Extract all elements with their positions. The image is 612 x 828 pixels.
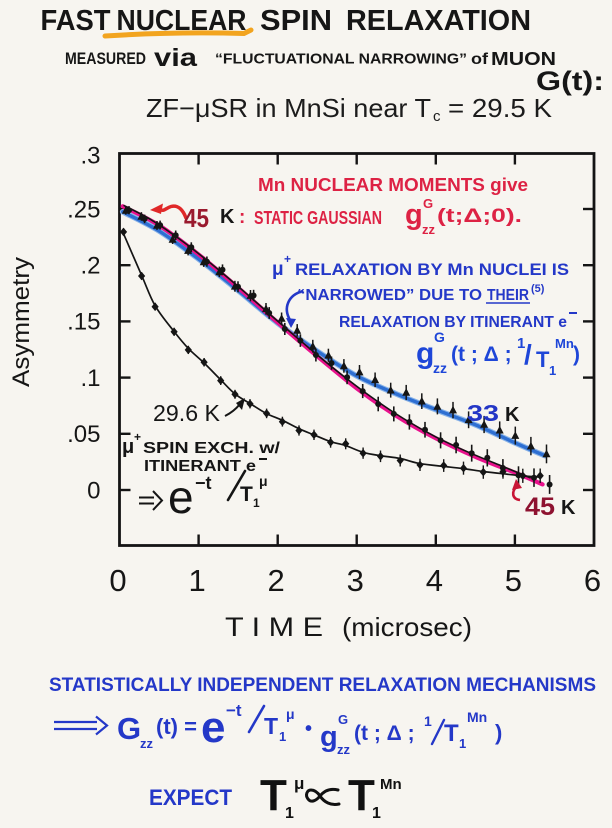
svg-text:.1: .1 — [80, 365, 100, 392]
svg-text:(5): (5) — [531, 283, 545, 295]
svg-text:K: K — [220, 206, 235, 228]
svg-text:ITINERANT e: ITINERANT e — [144, 458, 256, 475]
svg-text:= 29.5 K: = 29.5 K — [448, 93, 553, 123]
svg-text:SPIN: SPIN — [260, 5, 332, 37]
svg-text:of: of — [471, 51, 489, 68]
svg-text:Asymmetry: Asymmetry — [8, 257, 35, 387]
svg-text:μ+RELAXATION BY Mn NUCLEI IS: μ+RELAXATION BY Mn NUCLEI IS — [272, 252, 569, 280]
svg-text:29.6 K: 29.6 K — [153, 400, 221, 426]
svg-text:4: 4 — [426, 563, 443, 598]
svg-text:T I M E: T I M E — [225, 612, 323, 642]
svg-text:3: 3 — [347, 563, 364, 598]
svg-text:45: 45 — [525, 493, 555, 521]
svg-text:1: 1 — [188, 563, 205, 598]
svg-text:STATISTICALLY INDEPENDENT RELA: STATISTICALLY INDEPENDENT RELAXATION MEC… — [49, 674, 596, 696]
svg-text:0: 0 — [109, 563, 126, 598]
svg-text:.05: .05 — [67, 421, 100, 448]
svg-text:μ+SPIN EXCH. w/: μ+SPIN EXCH. w/ — [122, 430, 281, 458]
svg-text:2: 2 — [268, 563, 285, 598]
svg-text:c: c — [433, 108, 441, 125]
svg-text:.15: .15 — [67, 309, 100, 336]
svg-text:5: 5 — [505, 563, 522, 598]
svg-text::: : — [239, 207, 245, 228]
svg-text:K: K — [505, 404, 520, 426]
svg-text:(microsec): (microsec) — [342, 612, 472, 642]
svg-text:STATIC GAUSSIAN: STATIC GAUSSIAN — [254, 208, 382, 228]
svg-text:ZF−μSR in MnSi near T: ZF−μSR in MnSi near T — [146, 93, 431, 123]
svg-text:.3: .3 — [80, 143, 100, 170]
svg-text:via: via — [154, 44, 198, 72]
svg-text:.25: .25 — [67, 196, 100, 223]
svg-text:“FLUCTUATIONAL NARROWING”: “FLUCTUATIONAL NARROWING” — [215, 51, 467, 68]
svg-text:Mn NUCLEAR MOMENTS give: Mn NUCLEAR MOMENTS give — [258, 175, 528, 195]
svg-text:e−tT1μ: e−t T1μ — [168, 471, 268, 523]
svg-text:RELAXATION: RELAXATION — [346, 5, 531, 37]
svg-text:MEASURED: MEASURED — [65, 49, 146, 68]
svg-text:RELAXATION BY ITINERANT e: RELAXATION BY ITINERANT e — [339, 314, 567, 331]
svg-text:0: 0 — [87, 477, 100, 504]
svg-text:EXPECT: EXPECT — [149, 785, 233, 810]
svg-text:45: 45 — [184, 203, 209, 233]
svg-text:33: 33 — [467, 400, 499, 426]
svg-text:“NARROWED” DUE TO: “NARROWED” DUE TO — [297, 287, 482, 304]
svg-text:THEIR: THEIR — [487, 287, 529, 304]
svg-text:FAST: FAST — [41, 5, 111, 37]
svg-text:G(t):: G(t): — [536, 66, 604, 96]
svg-text:6: 6 — [584, 563, 601, 598]
svg-text:K: K — [561, 497, 576, 519]
svg-text:MUON: MUON — [491, 49, 556, 69]
svg-text:.2: .2 — [80, 253, 100, 280]
